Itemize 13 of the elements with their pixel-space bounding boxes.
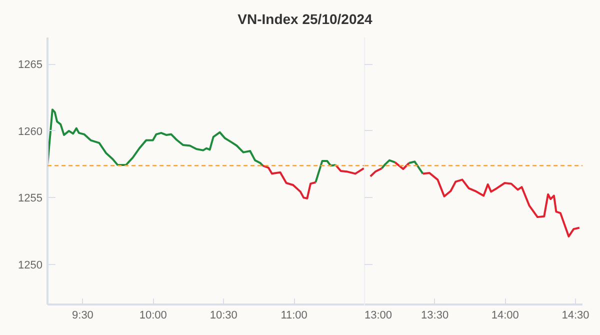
y-tick-label: 1265 xyxy=(18,59,43,72)
x-tick-label: 13:30 xyxy=(421,310,449,322)
x-tick-label: 9:30 xyxy=(72,310,94,322)
x-tick-label: 11:00 xyxy=(280,310,308,322)
chart-title: VN-Index 25/10/2024 xyxy=(238,10,372,29)
y-tick-label: 1255 xyxy=(18,192,43,205)
x-tick-label: 10:00 xyxy=(139,310,167,322)
y-tick-label: 1260 xyxy=(18,126,43,138)
y-tick-label: 1250 xyxy=(18,259,43,272)
x-tick-label: 14:30 xyxy=(562,310,590,322)
x-tick-label: 14:00 xyxy=(491,310,519,322)
x-tick-label: 10:30 xyxy=(210,310,238,322)
x-tick-label: 13:00 xyxy=(364,310,392,322)
